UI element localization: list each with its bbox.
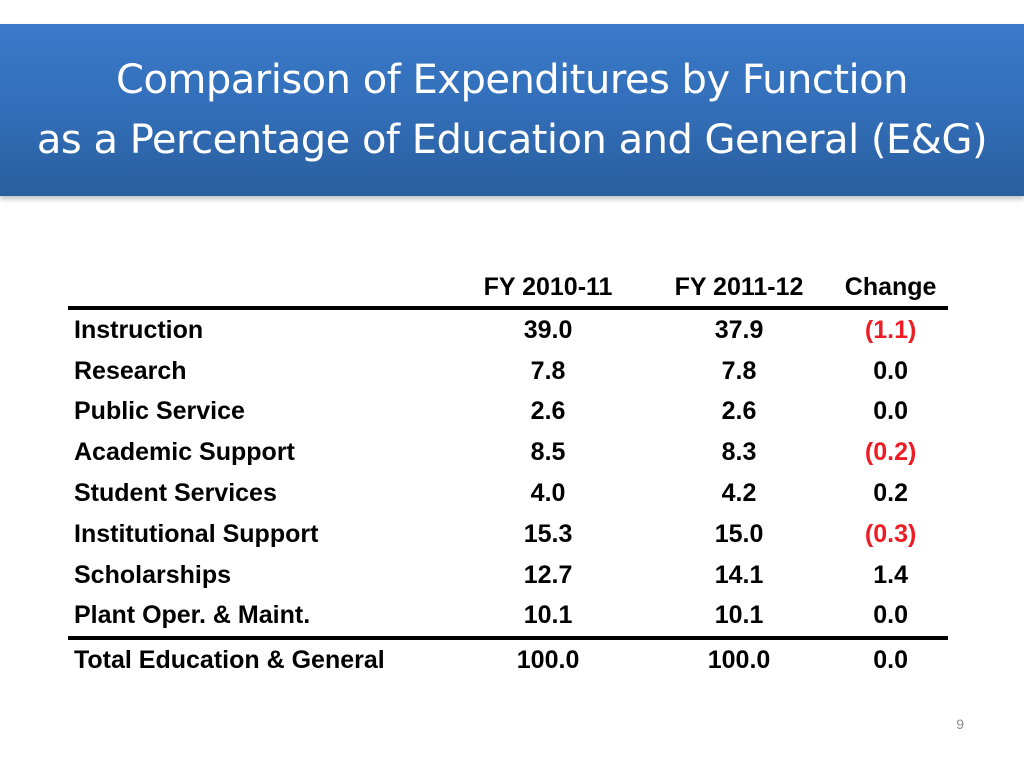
row-label: Instruction [74,315,204,344]
row-fy2010-11: 7.8 [530,356,566,385]
table-row: Research 7.8 7.8 0.0 [68,351,948,392]
row-fy2011-12: 10.1 [714,601,764,630]
row-fy2011-12: 4.2 [721,479,757,508]
row-change: 0.0 [873,397,909,426]
table-header-row: FY 2010-11 FY 2011-12 Change [68,268,948,308]
table-row: Institutional Support 15.3 15.0 (0.3) [68,514,948,555]
row-fy2010-11: 2.6 [530,397,566,426]
title-line-1: Comparison of Expenditures by Function [116,57,908,103]
header-function [68,268,451,308]
total-fy2010-11: 100.0 [516,646,580,675]
row-fy2010-11: 8.5 [530,438,566,467]
table-row: Instruction 39.0 37.9 (1.1) [68,308,948,351]
row-change: (1.1) [864,315,917,344]
row-fy2011-12: 7.8 [721,356,757,385]
row-fy2010-11: 10.1 [523,601,573,630]
row-fy2010-11: 4.0 [530,479,566,508]
row-label: Scholarships [74,560,231,589]
table-row: Academic Support 8.5 8.3 (0.2) [68,432,948,473]
table-row: Student Services 4.0 4.2 0.2 [68,473,948,514]
row-change: 0.0 [873,356,909,385]
row-change: 0.0 [873,601,909,630]
row-label: Public Service [74,397,245,426]
total-fy2011-12: 100.0 [707,646,771,675]
row-change: 0.2 [873,479,909,508]
row-change: (0.3) [864,519,917,548]
row-fy2011-12: 2.6 [721,397,757,426]
row-change: (0.2) [864,438,917,467]
title-line-2: as a Percentage of Education and General… [36,117,988,163]
row-fy2010-11: 15.3 [523,519,573,548]
row-fy2011-12: 15.0 [714,519,764,548]
table-body: Instruction 39.0 37.9 (1.1) Research 7.8 7.8 0.… [68,308,948,639]
table-row: Scholarships 12.7 14.1 1.4 [68,555,948,596]
expenditure-table: FY 2010-11 FY 2011-12 Change Instruction… [68,268,948,681]
row-label: Plant Oper. & Maint. [74,601,311,630]
page-number: 9 [956,716,964,732]
title-banner: Comparison of Expenditures by Function a… [0,24,1024,196]
total-row: Total Education & General 100.0 100.0 0.… [68,638,948,681]
row-label: Academic Support [74,438,295,467]
row-fy2011-12: 8.3 [721,438,757,467]
header-fy2010-11: FY 2010-11 [483,272,613,301]
header-fy2011-12: FY 2011-12 [674,272,804,301]
table-row: Plant Oper. & Maint. 10.1 10.1 0.0 [68,596,948,639]
header-change: Change [844,272,937,301]
row-label: Institutional Support [74,519,319,548]
row-fy2010-11: 39.0 [523,315,573,344]
row-label: Research [74,356,187,385]
total-change: 0.0 [873,646,909,675]
row-change: 1.4 [873,560,909,589]
row-fy2011-12: 37.9 [714,315,764,344]
table-row: Public Service 2.6 2.6 0.0 [68,392,948,433]
expenditure-table-container: FY 2010-11 FY 2011-12 Change Instruction… [68,268,948,681]
row-fy2010-11: 12.7 [523,560,573,589]
row-label: Student Services [74,479,277,508]
total-label: Total Education & General [74,646,385,675]
row-fy2011-12: 14.1 [714,560,764,589]
